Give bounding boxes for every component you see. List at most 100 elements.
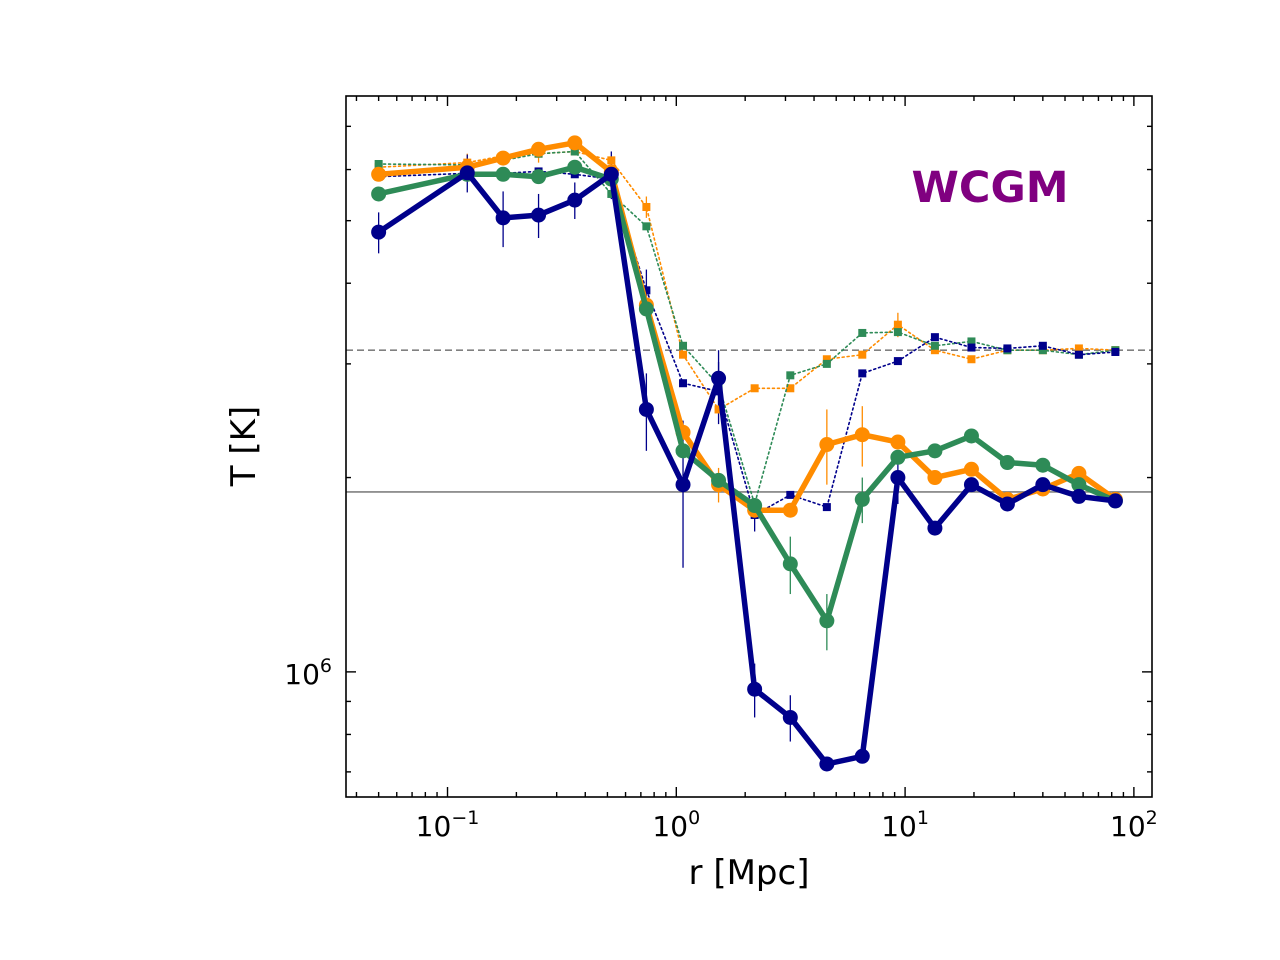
plot-frame: [345, 95, 1153, 798]
data-point-orange-dotted: [967, 355, 976, 364]
data-point-navy-solid: [1107, 493, 1123, 509]
data-point-green-dotted: [374, 160, 383, 169]
data-point-orange-dotted: [607, 156, 616, 165]
data-point-navy-dotted: [893, 357, 902, 366]
data-point-navy-solid: [747, 681, 763, 697]
x-tick-label-exponent: −1: [451, 807, 479, 829]
data-point-navy-dotted: [930, 333, 939, 342]
data-point-navy-dotted: [679, 379, 688, 388]
x-tick-label-exponent: 2: [1146, 807, 1158, 829]
data-point-green-solid: [638, 301, 654, 317]
data-point-navy-dotted: [1074, 350, 1083, 359]
data-series: [371, 135, 1123, 772]
data-point-green-solid: [999, 455, 1015, 471]
x-tick-label: 102: [1110, 807, 1158, 843]
x-tick-label-base: 10: [881, 810, 917, 843]
data-point-green-solid: [1071, 477, 1087, 493]
data-point-navy-solid: [531, 207, 547, 223]
data-point-orange-solid: [782, 502, 798, 518]
data-point-green-dotted: [607, 189, 616, 198]
data-point-navy-solid: [638, 401, 654, 417]
data-point-navy-dotted: [1038, 341, 1047, 350]
data-point-green-solid: [531, 169, 547, 185]
data-point-navy-solid: [963, 477, 979, 493]
data-point-orange-solid: [495, 150, 511, 166]
data-point-navy-solid: [819, 756, 835, 772]
data-point-green-solid: [819, 613, 835, 629]
data-point-green-solid: [854, 491, 870, 507]
data-point-orange-solid: [1071, 465, 1087, 481]
x-tick-label: 10−1: [416, 807, 480, 843]
data-point-green-dotted: [967, 337, 976, 346]
data-point-green-solid: [711, 472, 727, 488]
data-point-orange-dotted: [750, 384, 759, 393]
data-point-green-solid: [371, 186, 387, 202]
data-point-navy-dotted: [1003, 344, 1012, 353]
data-point-navy-solid: [890, 470, 906, 486]
data-point-orange-dotted: [930, 346, 939, 355]
data-point-green-solid: [495, 166, 511, 182]
data-point-orange-solid: [819, 437, 835, 453]
axis-ticks: [346, 96, 1152, 797]
data-point-green-dotted: [893, 328, 902, 337]
data-point-green-solid: [747, 498, 763, 514]
data-point-navy-solid: [1071, 488, 1087, 504]
wcgm-annotation: WCGM: [911, 163, 1068, 213]
data-point-orange-dotted: [858, 350, 867, 359]
data-point-green-solid: [675, 443, 691, 459]
data-point-orange-dotted: [822, 355, 831, 364]
data-point-green-dotted: [679, 341, 688, 350]
data-point-green-solid: [782, 556, 798, 572]
data-point-green-dotted: [1038, 346, 1047, 355]
series-line-navy-dotted: [377, 170, 1117, 516]
data-point-green-dotted: [570, 147, 579, 156]
data-point-navy-dotted: [786, 490, 795, 499]
x-tick-label: 101: [881, 807, 929, 843]
y-axis-label: T [K]: [224, 406, 264, 487]
data-point-green-solid: [890, 449, 906, 465]
data-point-orange-dotted: [679, 350, 688, 359]
data-point-orange-solid: [531, 141, 547, 157]
data-point-orange-solid: [890, 434, 906, 450]
data-point-green-dotted: [858, 328, 867, 337]
data-point-orange-dotted: [786, 384, 795, 393]
data-point-navy-dotted: [642, 286, 651, 295]
x-tick-label-exponent: 1: [917, 807, 929, 829]
data-point-navy-solid: [567, 192, 583, 208]
y-tick-label-base: 10: [284, 658, 320, 691]
data-point-navy-solid: [603, 166, 619, 182]
data-point-navy-solid: [495, 210, 511, 226]
x-axis-label: r [Mpc]: [689, 853, 810, 893]
x-tick-label: 100: [652, 807, 700, 843]
data-point-green-dotted: [786, 371, 795, 380]
series-green-solid: [371, 159, 1123, 629]
data-point-orange-solid: [567, 135, 583, 151]
data-point-green-dotted: [642, 222, 651, 231]
data-point-navy-solid: [782, 709, 798, 725]
data-point-green-solid: [927, 443, 943, 459]
data-point-navy-solid: [999, 496, 1015, 512]
y-tick-label: 106: [284, 655, 332, 691]
data-point-navy-dotted: [858, 369, 867, 378]
x-tick-label-base: 10: [416, 810, 452, 843]
data-point-green-solid: [963, 428, 979, 444]
data-point-green-solid: [567, 159, 583, 175]
data-point-green-dotted: [822, 359, 831, 368]
data-point-navy-solid: [459, 165, 475, 181]
data-point-navy-dotted: [822, 503, 831, 512]
x-tick-label-exponent: 0: [688, 807, 700, 829]
data-point-navy-solid: [854, 748, 870, 764]
x-tick-label-base: 10: [1110, 810, 1146, 843]
data-point-orange-dotted: [1074, 344, 1083, 353]
y-tick-label-exponent: 6: [320, 655, 332, 677]
x-tick-label-base: 10: [652, 810, 688, 843]
data-point-orange-solid: [371, 166, 387, 182]
series-navy-solid: [371, 165, 1123, 772]
data-point-navy-dotted: [1111, 347, 1120, 356]
data-point-orange-solid: [963, 461, 979, 477]
data-point-navy-solid: [675, 477, 691, 493]
data-point-green-dotted: [930, 341, 939, 350]
data-point-navy-solid: [711, 370, 727, 386]
